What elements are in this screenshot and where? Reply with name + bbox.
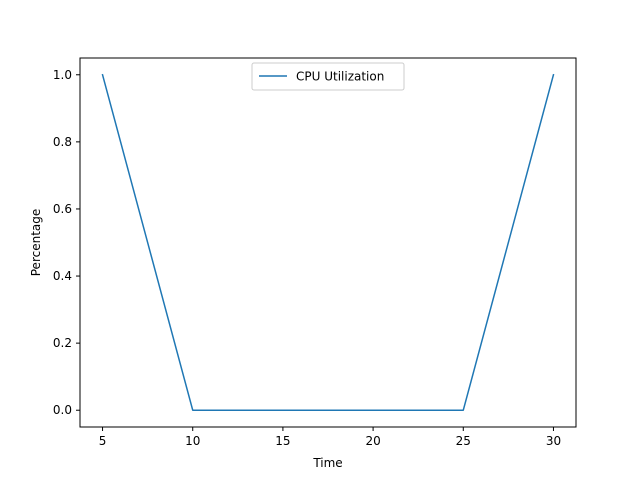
- x-axis-label: Time: [312, 456, 342, 470]
- y-tick-label: 0.6: [53, 202, 72, 216]
- legend-label-cpu-utilization: CPU Utilization: [296, 70, 384, 84]
- x-tick-label: 5: [99, 434, 107, 448]
- x-axis-ticks: 5 10 15 20 25 30: [99, 427, 561, 448]
- y-axis-label: Percentage: [29, 209, 43, 277]
- series-line-cpu-utilization: [101, 73, 555, 411]
- legend-box: [251, 62, 405, 91]
- x-tick-label: 10: [185, 434, 200, 448]
- plot-frame: [79, 57, 577, 428]
- x-tick-label: 25: [456, 434, 471, 448]
- plot-area: [80, 58, 576, 427]
- y-tick-label: 0.2: [53, 336, 72, 350]
- series-layer: [101, 73, 555, 411]
- y-tick-label: 1.0: [53, 68, 72, 82]
- y-tick-label: 0.4: [53, 269, 72, 283]
- legend: CPU Utilization: [251, 62, 405, 91]
- y-tick-label: 0.0: [53, 403, 72, 417]
- x-tick-label: 20: [365, 434, 380, 448]
- x-tick-label: 15: [275, 434, 290, 448]
- y-axis-ticks: 0.0 0.2 0.4 0.6 0.8 1.0: [53, 68, 80, 417]
- y-tick-label: 0.8: [53, 135, 72, 149]
- x-tick-label: 30: [546, 434, 561, 448]
